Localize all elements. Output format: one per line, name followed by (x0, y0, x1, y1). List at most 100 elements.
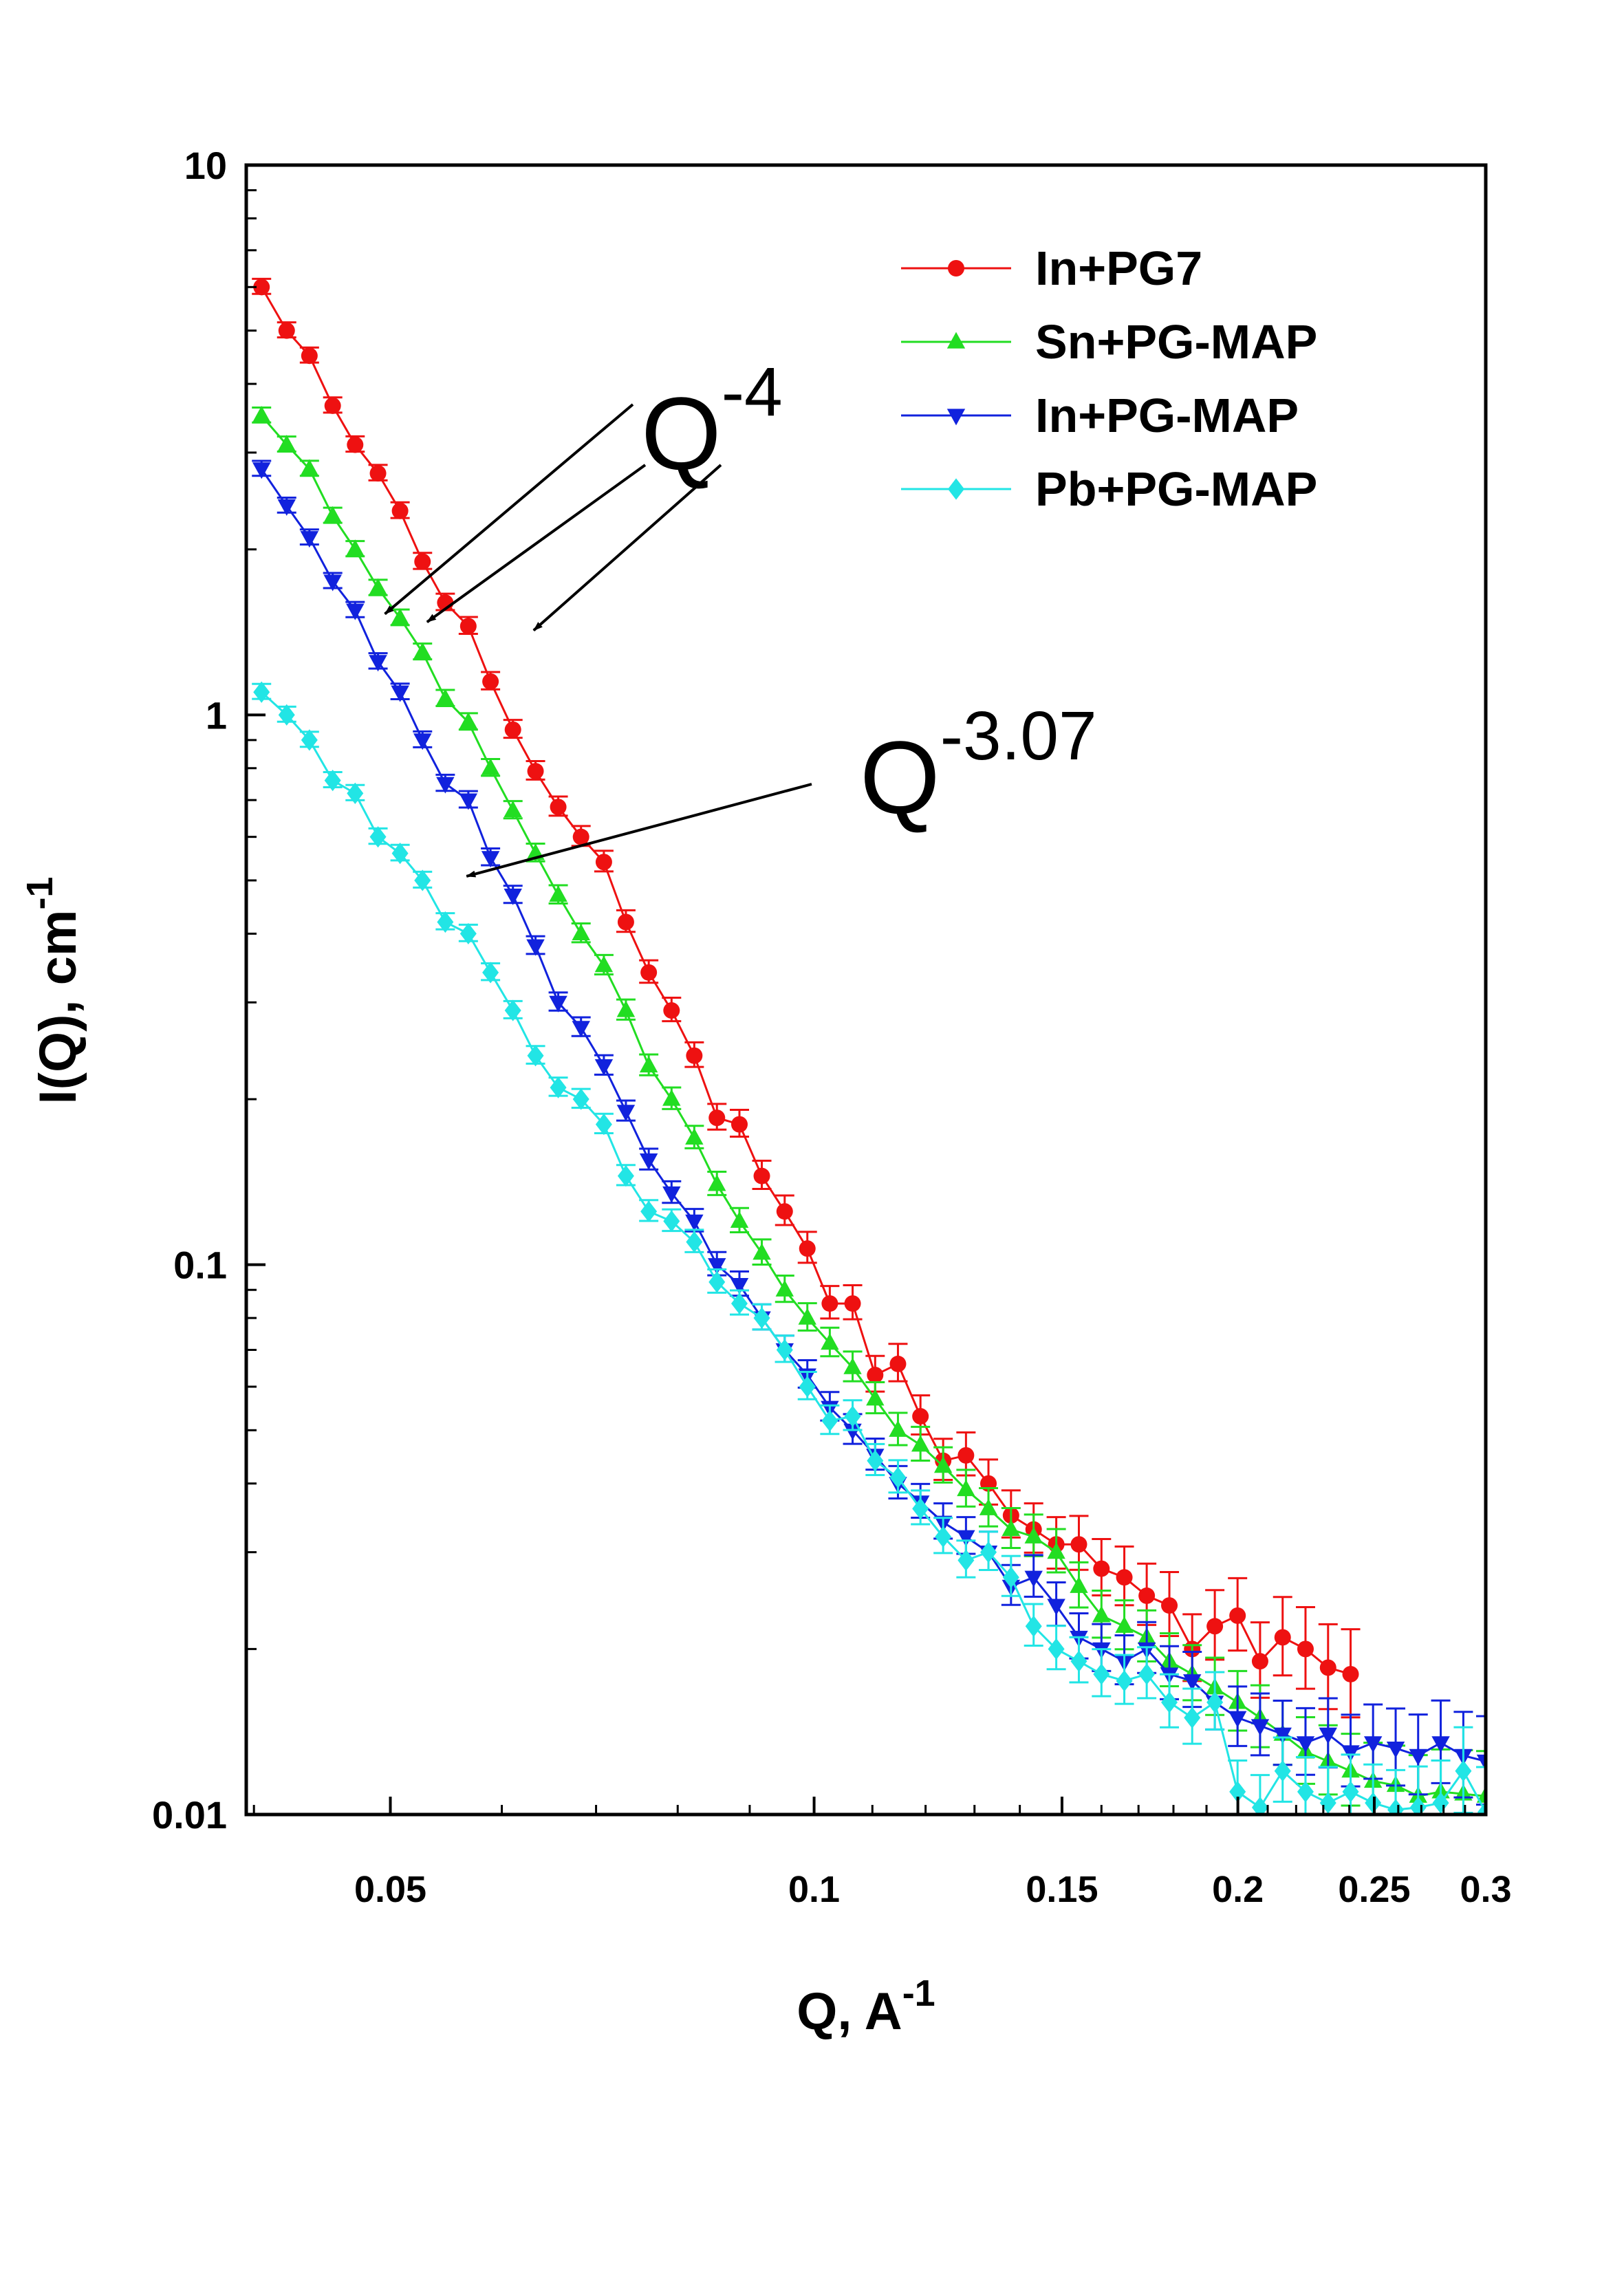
legend: In+PG7 Sn+PG-MAP In+PG-MAP Pb+PG-MAP (901, 241, 1317, 516)
data-point (482, 673, 499, 690)
data-point (300, 459, 319, 476)
data-point (1070, 1576, 1088, 1593)
data-point (504, 800, 522, 817)
data-point (843, 1357, 862, 1374)
data-point (391, 608, 409, 625)
data-point (253, 279, 270, 296)
data-point (549, 885, 567, 902)
legend-marker (946, 409, 966, 426)
x-tick-label: 0.25 (1338, 1869, 1410, 1910)
data-point (980, 1541, 997, 1563)
data-point (821, 1333, 839, 1350)
data-point (527, 763, 544, 780)
data-point (346, 539, 365, 556)
data-point (437, 911, 454, 933)
data-point (866, 1389, 885, 1406)
x-tick-label: 0.15 (1026, 1869, 1098, 1910)
data-point (1477, 1801, 1486, 1815)
data-point (616, 1105, 636, 1122)
data-point (436, 689, 455, 706)
data-point (481, 758, 500, 775)
data-point (935, 1526, 952, 1548)
data-point (708, 1109, 726, 1127)
legend-marker (948, 478, 964, 500)
data-point (1002, 1519, 1021, 1537)
data-point (730, 1292, 748, 1314)
series-pb-pg-map (252, 681, 1486, 1815)
x-tick-label: 0.3 (1460, 1869, 1511, 1910)
data-point (391, 843, 409, 865)
data-point (1047, 1599, 1065, 1616)
data-point (708, 1174, 726, 1191)
data-point (1319, 1659, 1336, 1676)
series-line (261, 415, 1486, 1797)
data-point (1342, 1781, 1359, 1803)
data-point (323, 574, 342, 592)
data-point (663, 1002, 680, 1019)
legend-marker (946, 332, 966, 349)
data-point (1070, 1536, 1087, 1553)
data-point (617, 1165, 634, 1187)
data-point (323, 506, 342, 523)
data-point (459, 618, 477, 635)
data-point (1229, 1781, 1246, 1803)
data-point (1116, 1670, 1133, 1692)
data-point (572, 1088, 589, 1110)
data-point (730, 1278, 749, 1295)
data-point (912, 1497, 929, 1519)
data-point (775, 1279, 794, 1297)
data-point (1455, 1760, 1472, 1782)
data-point (594, 1059, 614, 1076)
data-point (300, 531, 319, 548)
data-point (346, 603, 365, 620)
annotation-arrow (426, 464, 647, 623)
data-point (1319, 1727, 1337, 1744)
data-point (277, 499, 296, 516)
legend-label: In+PG7 (1035, 241, 1202, 295)
series-in-pg7 (252, 277, 1361, 1719)
data-point (1251, 1797, 1268, 1815)
x-axis-title: Q, A-1 (797, 1973, 935, 2041)
data-point (481, 851, 500, 868)
annotation-q-3.07-base: Q (860, 719, 940, 835)
data-point (277, 435, 296, 452)
data-point (1273, 1727, 1292, 1744)
data-point (1476, 1754, 1486, 1771)
series-in-pg-map (252, 459, 1486, 1806)
data-point (1002, 1566, 1019, 1588)
data-point (1184, 1707, 1201, 1729)
data-point (252, 406, 271, 423)
annotation-arrow (532, 464, 722, 632)
data-point (595, 854, 612, 871)
legend-entry: In+PG-MAP (901, 389, 1299, 442)
legend-entry: Sn+PG-MAP (901, 315, 1317, 369)
y-tick-label: 10 (184, 144, 227, 187)
data-point (844, 1295, 861, 1312)
data-point (663, 1210, 680, 1232)
data-point (1047, 1542, 1065, 1559)
data-point (1093, 1560, 1110, 1577)
data-point (301, 347, 318, 365)
data-point (1386, 1742, 1405, 1759)
plot-frame (244, 163, 1488, 1817)
data-point (1206, 1691, 1224, 1713)
y-axis-title-main: I(Q), cm (29, 910, 87, 1105)
series-line (260, 468, 1486, 1762)
data-point (459, 922, 477, 945)
data-point (799, 1376, 816, 1398)
error-bar (1476, 1750, 1486, 1815)
data-point (662, 1089, 681, 1106)
data-point (1387, 1799, 1405, 1815)
y-axis-title-sup: -1 (19, 877, 61, 910)
data-point (459, 712, 478, 729)
data-point (550, 799, 567, 816)
data-point (1251, 1719, 1270, 1736)
data-point (414, 869, 431, 891)
data-point (867, 1367, 884, 1384)
ticks-layer: 0.05 0.1 0.15 0.2 0.25 0.3 0.01 0.1 1 10 (152, 144, 1512, 1910)
data-point (640, 964, 658, 981)
data-point (1296, 1736, 1315, 1753)
data-point (1024, 1526, 1043, 1544)
data-point (1432, 1792, 1449, 1814)
data-point (889, 1355, 907, 1372)
